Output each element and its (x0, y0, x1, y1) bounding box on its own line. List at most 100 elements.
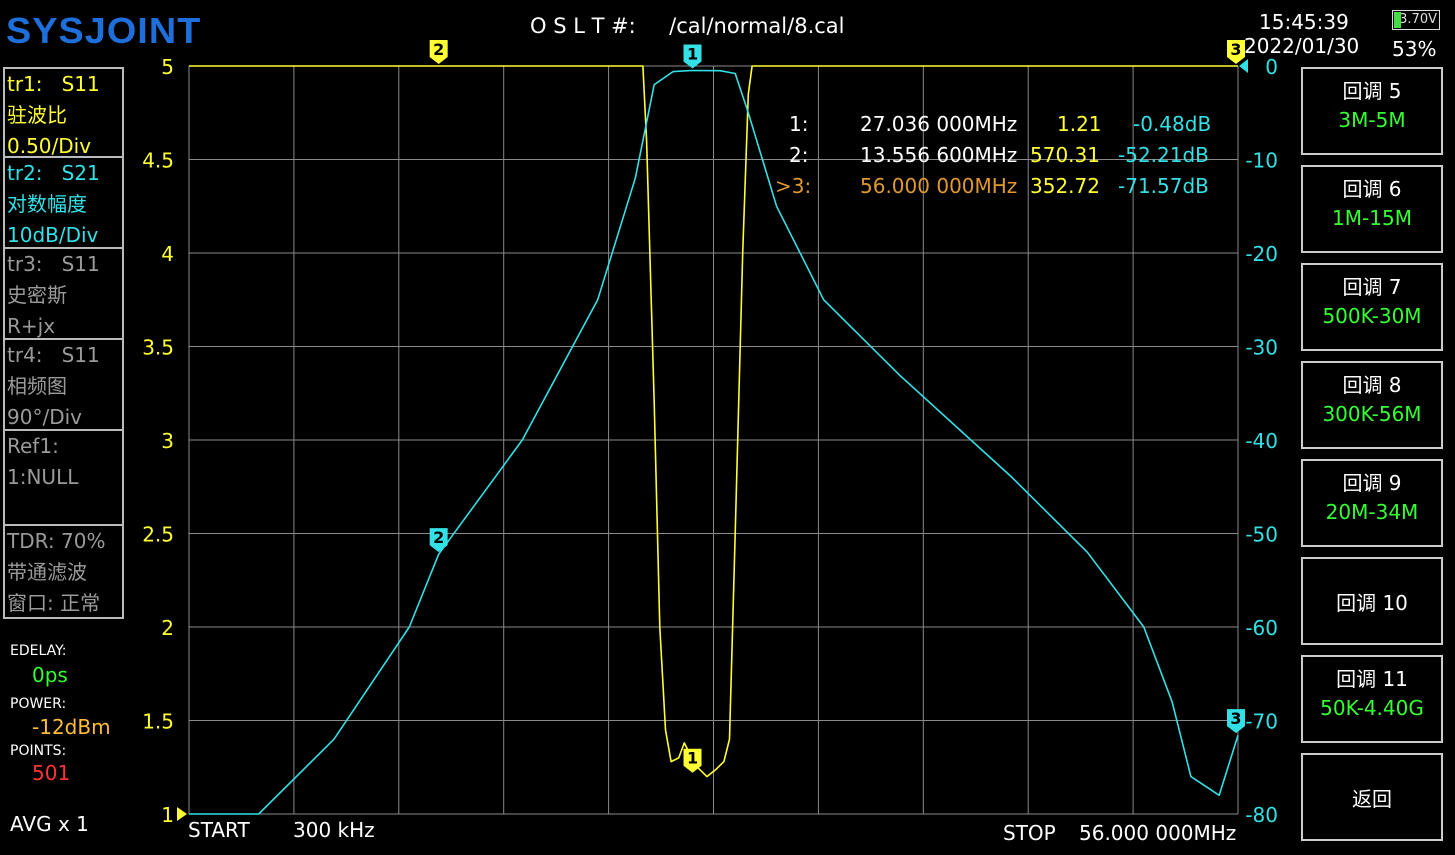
marker-flag-label: 1 (687, 749, 698, 768)
marker-flag-tr2-3[interactable]: 3 (1227, 709, 1245, 734)
trace-1-param: S11 (61, 72, 100, 96)
recall-10-button[interactable]: 回调 10 (1301, 557, 1443, 645)
left-tick-label: 2.5 (142, 523, 174, 547)
marker-flag-shape (683, 44, 702, 69)
marker-1-id: 1: (789, 112, 809, 136)
ref-box[interactable]: Ref1: 1:NULL (3, 429, 124, 526)
marker-flag-tr1-1[interactable]: 1 (683, 748, 702, 773)
right-tick-label: -40 (1245, 429, 1278, 453)
power-value[interactable]: -12dBm (32, 715, 111, 739)
marker-flag-tr2-1[interactable]: 1 (683, 44, 702, 69)
recall-11-label: 回调 11 (1336, 667, 1408, 691)
start-frequency[interactable]: 300 kHz (293, 818, 375, 842)
marker-flag-shape (1227, 40, 1245, 64)
recall-7-button[interactable]: 回调 7 500K-30M (1301, 263, 1443, 351)
recall-6-button[interactable]: 回调 6 1M-15M (1301, 165, 1443, 253)
trace-2-scale: 10dB/Div (7, 223, 99, 247)
tdr-filter: 带通滤波 (7, 560, 87, 584)
marker-1-freq: 27.036 000MHz (860, 112, 1018, 136)
tdr-window: 窗口: 正常 (7, 591, 101, 615)
stop-frequency[interactable]: 56.000 000MHz (1079, 821, 1237, 845)
trace-3-scale: R+jx (7, 314, 56, 338)
tdr-box[interactable]: TDR: 70% 带通滤波 窗口: 正常 (3, 524, 124, 619)
left-tick-label: 3 (161, 429, 174, 453)
brand-logo: SYSJOINT (6, 10, 202, 51)
recall-5-range: 3M-5M (1338, 108, 1406, 132)
points-value[interactable]: 501 (32, 761, 71, 785)
battery-voltage: 3.70V (1399, 12, 1437, 27)
marker-3-id: >3: (775, 174, 812, 198)
right-tick-label: -30 (1245, 336, 1278, 360)
marker-2-db: -52.21dB (1118, 143, 1209, 167)
recall-5-label: 回调 5 (1342, 79, 1402, 103)
trace-3-box[interactable]: tr3: S11 史密斯 R+jx (3, 247, 124, 340)
recall-11-range: 50K-4.40G (1320, 696, 1424, 720)
ref-arrow-left (177, 807, 187, 821)
marker-flag-label: 3 (1230, 40, 1241, 59)
marker-flag-tr1-3[interactable]: 3 (1227, 40, 1245, 64)
marker-flag-label: 3 (1230, 709, 1241, 728)
recall-11-button[interactable]: 回调 11 50K-4.40G (1301, 655, 1443, 743)
left-tick-label: 1.5 (142, 710, 174, 734)
marker-flag-shape (1227, 709, 1245, 734)
battery-percent: 53% (1392, 37, 1437, 61)
start-label: START (188, 818, 250, 842)
left-tick-label: 2 (161, 616, 174, 640)
recall-5-button[interactable]: 回调 5 3M-5M (1301, 67, 1443, 155)
recall-6-label: 回调 6 (1342, 177, 1402, 201)
marker-2-freq: 13.556 600MHz (860, 143, 1018, 167)
recall-8-label: 回调 8 (1342, 373, 1402, 397)
right-tick-label: -50 (1245, 523, 1278, 547)
cal-label: O S L T #: (530, 14, 636, 38)
marker-flag-shape (683, 748, 702, 773)
trace-3-param: S11 (61, 252, 100, 276)
battery-icon: 3.70V (1392, 10, 1440, 30)
trace-2-id: tr2: (7, 161, 43, 185)
left-tick-label: 4 (161, 242, 174, 266)
clock-date: 2022/01/30 (1244, 34, 1360, 58)
trace-4-scale: 90°/Div (7, 405, 82, 429)
trace-1-format: 驻波比 (7, 103, 67, 127)
recall-9-button[interactable]: 回调 9 20M-34M (1301, 459, 1443, 547)
stop-label: STOP (1003, 821, 1056, 845)
tdr-status: TDR: 70% (7, 529, 106, 553)
edelay-label: EDELAY: (10, 643, 67, 659)
trace-1-scale: 0.50/Div (7, 134, 92, 158)
marker-1-db: -0.48dB (1133, 112, 1212, 136)
right-tick-label: -70 (1245, 710, 1278, 734)
right-tick-label: -60 (1245, 616, 1278, 640)
marker-3-swr: 352.72 (1030, 174, 1100, 198)
clock-time: 15:45:39 (1259, 10, 1349, 34)
marker-flag-label: 2 (433, 528, 444, 547)
left-tick-label: 5 (161, 55, 174, 79)
ref-arrow-right (1239, 59, 1248, 73)
right-tick-label: -20 (1245, 242, 1278, 266)
recall-6-range: 1M-15M (1332, 206, 1412, 230)
trace-3-id: tr3: (7, 252, 43, 276)
cal-file: /cal/normal/8.cal (669, 14, 845, 38)
trace-1-box[interactable]: tr1: S11 驻波比 0.50/Div (3, 67, 124, 158)
trace-4-format: 相频图 (7, 374, 67, 398)
left-tick-label: 3.5 (142, 336, 174, 360)
avg-status[interactable]: AVG x 1 (10, 812, 89, 836)
trace-4-id: tr4: (7, 343, 43, 367)
marker-2-id: 2: (789, 143, 809, 167)
marker-flag-tr2-2[interactable]: 2 (429, 528, 448, 553)
marker-flag-tr1-2[interactable]: 2 (429, 40, 448, 64)
marker-flag-label: 1 (687, 44, 698, 63)
marker-3-db: -71.57dB (1118, 174, 1209, 198)
edelay-value[interactable]: 0ps (32, 663, 68, 687)
marker-2-swr: 570.31 (1030, 143, 1100, 167)
back-label: 返回 (1352, 787, 1392, 811)
back-button[interactable]: 返回 (1301, 753, 1443, 841)
left-tick-label: 4.5 (142, 149, 174, 173)
trace-4-param: S11 (61, 343, 100, 367)
recall-8-button[interactable]: 回调 8 300K-56M (1301, 361, 1443, 449)
trace-2-format: 对数幅度 (7, 192, 87, 216)
recall-8-range: 300K-56M (1322, 402, 1422, 426)
recall-9-label: 回调 9 (1342, 471, 1402, 495)
left-tick-label: 1 (161, 803, 174, 827)
recall-9-range: 20M-34M (1325, 500, 1419, 524)
trace-3-format: 史密斯 (7, 283, 67, 307)
